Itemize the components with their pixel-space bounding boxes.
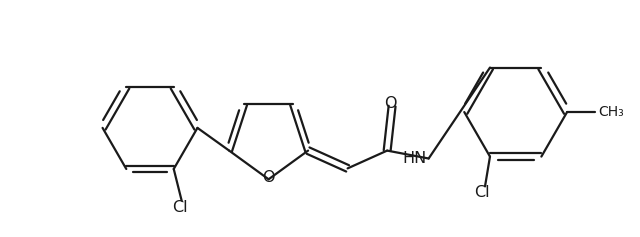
Text: Cl: Cl (172, 201, 188, 215)
Text: O: O (262, 170, 275, 185)
Text: CH₃: CH₃ (598, 105, 625, 119)
Text: HN: HN (403, 151, 427, 166)
Text: O: O (384, 96, 396, 111)
Text: Cl: Cl (474, 185, 490, 200)
